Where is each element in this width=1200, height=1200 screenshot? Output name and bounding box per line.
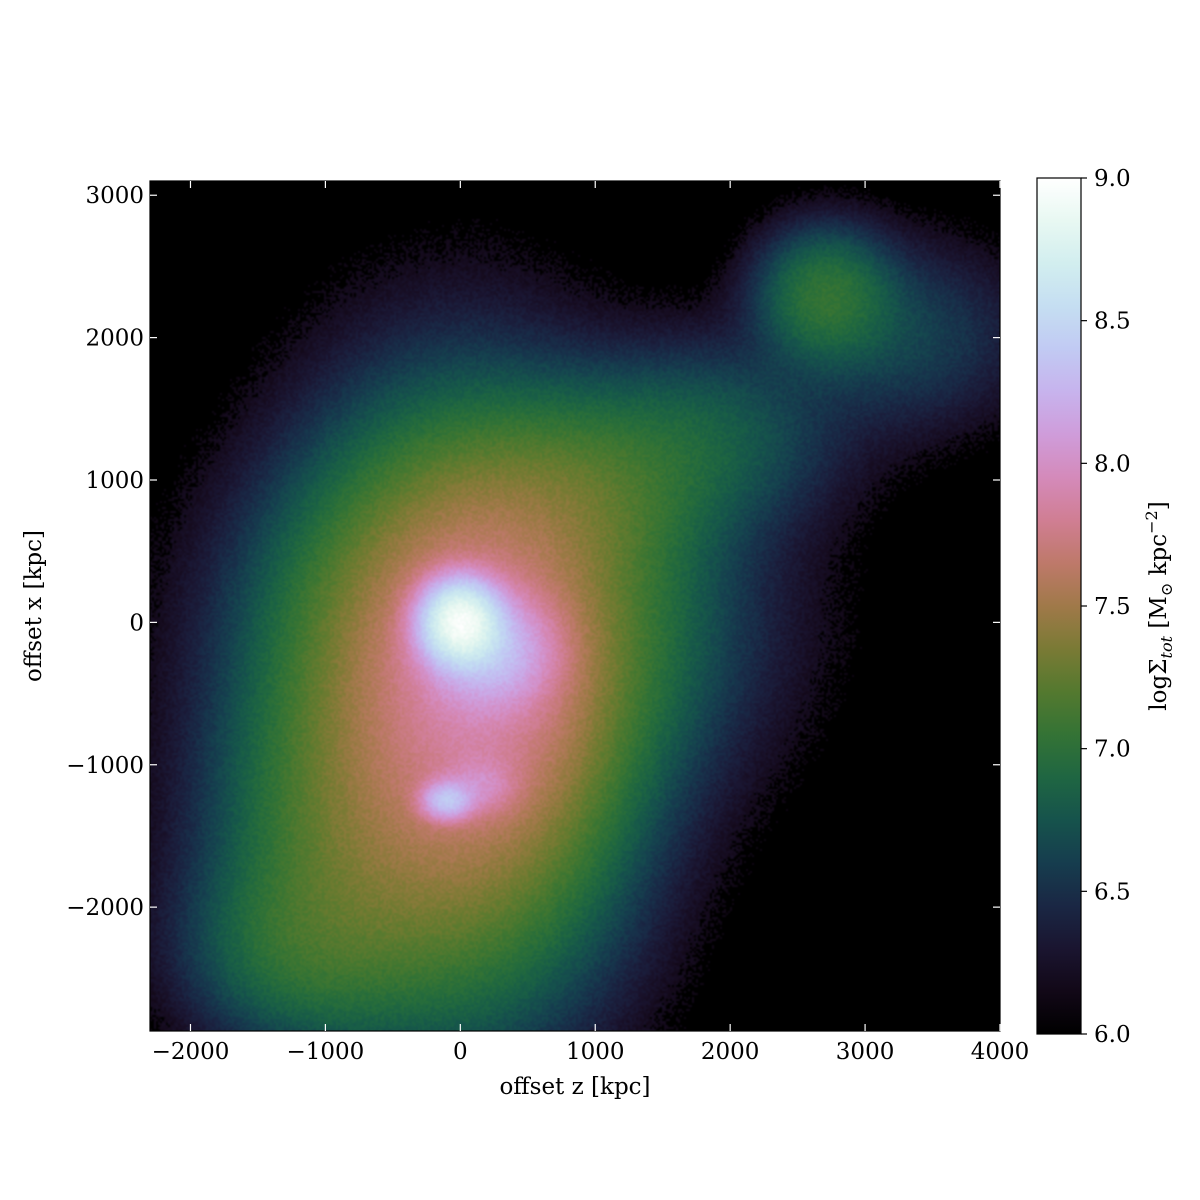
colorbar-label-exponent: −2 [1142,510,1161,534]
colorbar-label-unit-open: [M [1146,596,1172,636]
colorbar-tick-label: 8.5 [1094,309,1131,335]
x-tick-label: −1000 [286,1039,364,1065]
x-tick-label: 2000 [701,1039,760,1065]
y-tick-label: 2000 [85,326,144,352]
colorbar-tick-label: 7.0 [1094,737,1131,763]
y-tick-label: 0 [129,610,144,636]
y-tick-label: −1000 [66,753,144,779]
colorbar-tick-label: 8.0 [1094,451,1131,477]
colorbar-tick-label: 6.0 [1094,1022,1131,1048]
y-axis-ticks: −2000 −1000 0 1000 2000 3000 [66,183,1000,921]
x-tick-label: −2000 [152,1039,230,1065]
colorbar-label-subscript: tot [1157,635,1176,658]
colorbar-ticks: 6.0 6.5 7.0 7.5 8.0 8.5 9.0 [1081,166,1131,1048]
x-tick-label: 0 [453,1039,468,1065]
colorbar-tick-label: 7.5 [1094,594,1131,620]
y-tick-label: −2000 [66,895,144,921]
y-tick-label: 3000 [85,183,144,209]
x-tick-label: 1000 [566,1039,625,1065]
x-axis-ticks: −2000 −1000 0 1000 2000 3000 4000 [152,181,1030,1065]
colorbar-label: logΣtot [M⊙ kpc−2] [1142,501,1176,710]
colorbar [1036,177,1082,1035]
colorbar-tick-label: 6.5 [1094,879,1131,905]
x-tick-label: 3000 [836,1039,895,1065]
x-tick-label: 4000 [971,1039,1030,1065]
colorbar-label-sun-symbol: ⊙ [1157,583,1176,596]
y-tick-label: 1000 [85,468,144,494]
density-map [150,181,1000,1031]
colorbar-label-unit-close: ] [1146,501,1172,510]
colorbar-label-prefix: logΣ [1146,658,1172,710]
colorbar-label-unit-mid: kpc [1146,534,1172,583]
colorbar-tick-label: 9.0 [1094,166,1131,192]
y-axis-label: offset x [kpc] [21,530,47,682]
plot-frame [149,180,1001,1032]
x-axis-label: offset z [kpc] [499,1074,650,1100]
density-map-container [150,181,1000,1031]
